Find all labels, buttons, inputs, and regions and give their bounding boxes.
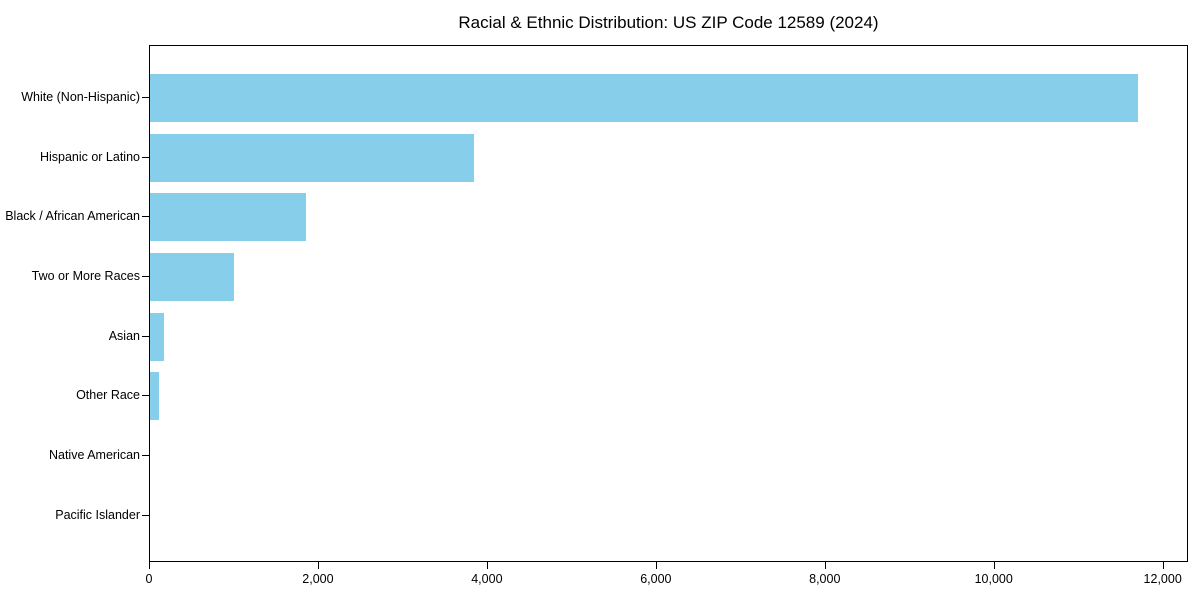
y-tick-mark — [142, 395, 149, 397]
bar-other-race — [150, 372, 160, 421]
x-tick-label: 8,000 — [809, 572, 841, 586]
bar-hispanic-or-latino — [150, 133, 475, 182]
x-tick-label: 10,000 — [974, 572, 1013, 586]
bar-white-non-hispanic — [150, 74, 1139, 122]
chart-title: Racial & Ethnic Distribution: US ZIP Cod… — [458, 13, 879, 32]
y-tick-mark — [142, 216, 149, 218]
y-tick-mark — [142, 514, 149, 516]
category-label-two-or-more-races: Two or More Races — [31, 268, 140, 283]
x-tick-mark — [149, 562, 150, 569]
category-label-asian: Asian — [108, 328, 140, 343]
category-label-pacific-islander: Pacific Islander — [55, 507, 140, 522]
y-tick-mark — [142, 156, 149, 158]
category-label-black-african-american: Black / African American — [5, 209, 140, 224]
y-tick-mark — [142, 97, 149, 98]
category-label-native-american: Native American — [48, 447, 140, 462]
x-tick-label: 4,000 — [471, 572, 503, 586]
bar-black-african-american — [150, 193, 307, 242]
y-tick-mark — [142, 335, 149, 337]
category-label-white-non-hispanic: White (Non-Hispanic) — [21, 90, 140, 104]
x-tick-mark — [317, 562, 319, 569]
y-tick-mark — [142, 454, 149, 456]
x-tick-mark — [824, 562, 826, 569]
x-tick-label: 12,000 — [1143, 572, 1182, 586]
x-tick-mark — [486, 562, 488, 569]
y-tick-mark — [142, 275, 149, 277]
x-tick-mark — [655, 562, 657, 569]
x-tick-label: 6,000 — [640, 572, 672, 586]
category-label-other-race: Other Race — [76, 388, 140, 403]
x-tick-mark — [1162, 562, 1164, 569]
x-tick-label: 2,000 — [302, 572, 334, 586]
plot-area — [149, 45, 1188, 562]
bar-asian — [150, 312, 164, 361]
x-tick-label: 0 — [145, 572, 153, 586]
x-tick-mark — [993, 562, 995, 569]
category-label-hispanic-or-latino: Hispanic or Latino — [39, 149, 140, 164]
bar-two-or-more-races — [150, 252, 235, 301]
